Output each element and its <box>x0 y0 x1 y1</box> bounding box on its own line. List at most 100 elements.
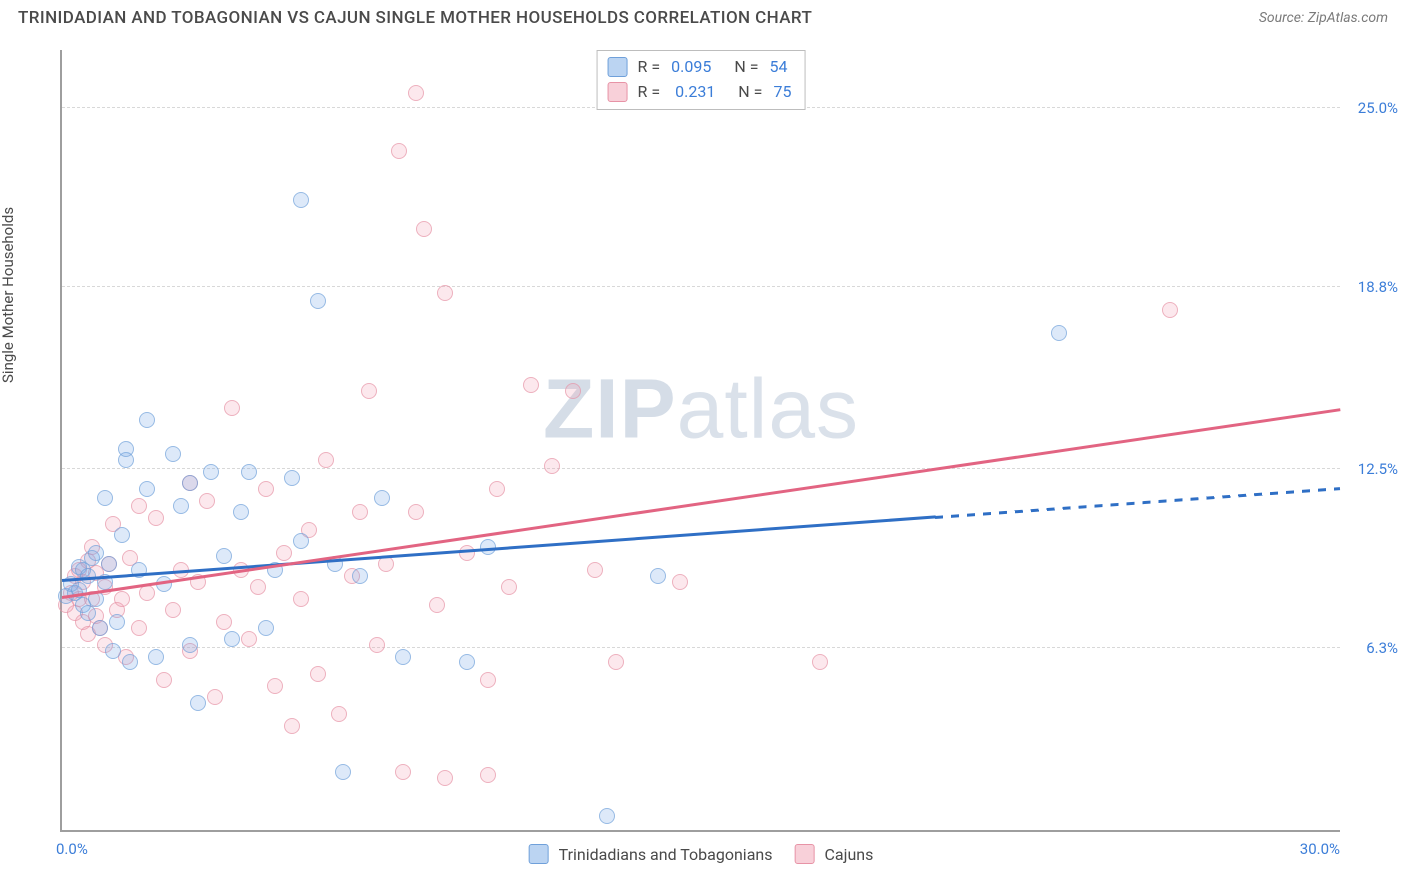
data-point-b <box>672 574 688 590</box>
data-point-b <box>199 493 215 509</box>
data-point-a <box>109 614 125 630</box>
data-point-b <box>216 614 232 630</box>
watermark: ZIPatlas <box>543 360 859 457</box>
legend-row-a: R = 0.095 N = 54 <box>608 55 795 80</box>
n-label: N = <box>738 80 762 105</box>
n-label: N = <box>734 55 758 80</box>
data-point-b <box>378 556 394 572</box>
data-point-b <box>565 383 581 399</box>
y-tick-label: 6.3% <box>1366 639 1398 657</box>
y-axis-label: Single Mother Households <box>0 207 17 383</box>
data-point-b <box>331 706 347 722</box>
data-point-b <box>131 620 147 636</box>
data-point-b <box>480 672 496 688</box>
source-name: ZipAtlas.com <box>1308 10 1388 26</box>
source-attribution: Source: ZipAtlas.com <box>1259 10 1388 26</box>
data-point-b <box>812 654 828 670</box>
data-point-a <box>165 446 181 462</box>
data-point-a <box>114 527 130 543</box>
data-point-b <box>276 545 292 561</box>
data-point-b <box>318 452 334 468</box>
data-point-a <box>1051 325 1067 341</box>
legend-row-b: R = 0.231 N = 75 <box>608 80 795 105</box>
x-tick-label: 0.0% <box>56 840 88 858</box>
source-label: Source: <box>1259 10 1304 26</box>
data-point-a <box>203 464 219 480</box>
data-point-a <box>599 808 615 824</box>
gridline <box>62 647 1340 648</box>
data-point-b <box>489 481 505 497</box>
data-point-b <box>148 510 164 526</box>
data-point-b <box>293 591 309 607</box>
x-tick-label: 30.0% <box>1300 840 1340 858</box>
data-point-a <box>182 637 198 653</box>
data-point-a <box>122 654 138 670</box>
swatch-a-icon <box>608 57 628 77</box>
swatch-b-icon <box>608 82 628 102</box>
data-point-b <box>241 631 257 647</box>
data-point-a <box>284 470 300 486</box>
data-point-a <box>293 533 309 549</box>
data-point-a <box>352 568 368 584</box>
data-point-a <box>258 620 274 636</box>
data-point-a <box>335 764 351 780</box>
data-point-b <box>437 770 453 786</box>
trend-line <box>935 487 1340 518</box>
y-tick-label: 25.0% <box>1358 99 1398 117</box>
gridline <box>62 286 1340 287</box>
data-point-b <box>369 637 385 653</box>
data-point-b <box>391 143 407 159</box>
series-a-name: Trinidadians and Tobagonians <box>559 845 773 864</box>
data-point-a <box>216 548 232 564</box>
data-point-a <box>156 576 172 592</box>
data-point-b <box>480 767 496 783</box>
data-point-a <box>97 490 113 506</box>
data-point-b <box>501 579 517 595</box>
legend-item-a: Trinidadians and Tobagonians <box>529 844 773 864</box>
data-point-a <box>395 649 411 665</box>
legend-correlation: R = 0.095 N = 54 R = 0.231 N = 75 <box>597 50 806 110</box>
data-point-b <box>207 689 223 705</box>
n-value-b: 75 <box>773 80 791 105</box>
data-point-a <box>105 643 121 659</box>
data-point-a <box>139 412 155 428</box>
chart-container: Single Mother Households ZIPatlas R = 0.… <box>18 50 1388 874</box>
swatch-a-icon <box>529 844 549 864</box>
data-point-b <box>408 85 424 101</box>
trend-line <box>62 516 935 582</box>
data-point-b <box>608 654 624 670</box>
data-point-a <box>92 620 108 636</box>
data-point-a <box>118 441 134 457</box>
data-point-b <box>284 718 300 734</box>
trend-line <box>62 409 1340 599</box>
n-value-a: 54 <box>769 55 787 80</box>
legend-series: Trinidadians and Tobagonians Cajuns <box>529 844 874 864</box>
y-tick-label: 12.5% <box>1358 460 1398 478</box>
watermark-suffix: atlas <box>677 361 859 455</box>
data-point-b <box>114 591 130 607</box>
page-title: TRINIDADIAN AND TOBAGONIAN VS CAJUN SING… <box>18 8 812 28</box>
data-point-b <box>139 585 155 601</box>
data-point-a <box>224 631 240 647</box>
data-point-a <box>241 464 257 480</box>
data-point-b <box>429 597 445 613</box>
data-point-b <box>459 545 475 561</box>
data-point-b <box>131 498 147 514</box>
data-point-b <box>156 672 172 688</box>
legend-item-b: Cajuns <box>794 844 873 864</box>
data-point-b <box>416 221 432 237</box>
swatch-b-icon <box>794 844 814 864</box>
data-point-b <box>165 602 181 618</box>
data-point-a <box>293 192 309 208</box>
data-point-a <box>459 654 475 670</box>
data-point-a <box>80 605 96 621</box>
r-value-b: 0.231 <box>675 82 715 101</box>
data-point-b <box>267 678 283 694</box>
data-point-b <box>395 764 411 780</box>
y-tick-label: 18.8% <box>1358 278 1398 296</box>
data-point-b <box>437 285 453 301</box>
r-label: R = <box>638 80 661 105</box>
data-point-b <box>408 504 424 520</box>
data-point-b <box>352 504 368 520</box>
data-point-a <box>374 490 390 506</box>
